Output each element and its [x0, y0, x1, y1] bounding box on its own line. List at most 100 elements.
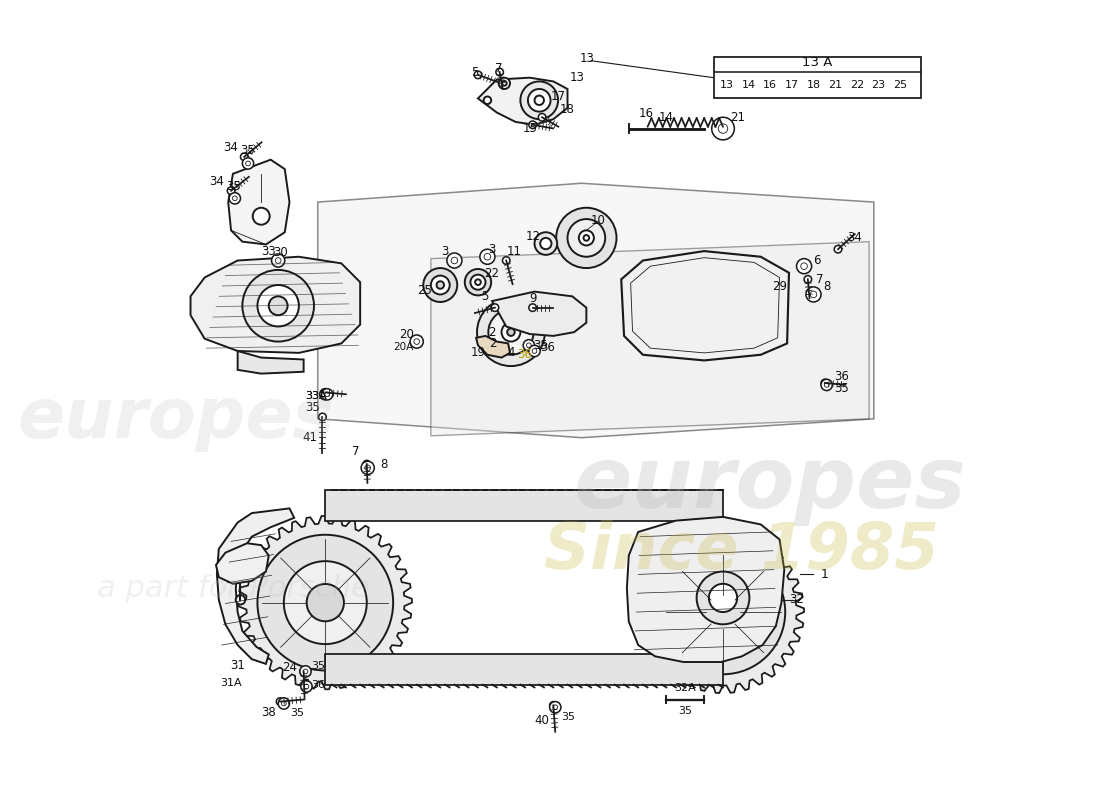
Text: 17: 17	[784, 80, 799, 90]
Circle shape	[475, 279, 481, 285]
Text: 6: 6	[814, 254, 821, 267]
Bar	[326, 654, 723, 685]
Circle shape	[431, 275, 450, 294]
Circle shape	[529, 121, 537, 129]
Text: 35: 35	[679, 706, 692, 716]
Circle shape	[540, 238, 551, 250]
Text: 13: 13	[570, 71, 584, 84]
Text: 23: 23	[871, 80, 886, 90]
Circle shape	[268, 296, 287, 315]
Circle shape	[284, 561, 366, 644]
Text: 33A: 33A	[305, 391, 327, 402]
Text: Since 1985: Since 1985	[544, 520, 939, 582]
Circle shape	[272, 254, 285, 267]
Text: 13: 13	[580, 52, 595, 66]
Circle shape	[282, 701, 286, 706]
Text: 5: 5	[472, 66, 478, 78]
Circle shape	[821, 379, 833, 390]
Text: 35: 35	[835, 382, 849, 395]
Text: 1: 1	[821, 568, 828, 581]
Text: 41: 41	[302, 431, 318, 444]
Text: 35: 35	[561, 712, 575, 722]
Circle shape	[245, 161, 251, 166]
Circle shape	[557, 208, 616, 268]
Circle shape	[806, 287, 821, 302]
Text: 13: 13	[719, 80, 734, 90]
Circle shape	[477, 298, 544, 366]
Circle shape	[492, 304, 498, 311]
Circle shape	[437, 282, 444, 289]
Circle shape	[257, 534, 393, 670]
Text: 19: 19	[471, 346, 485, 359]
Circle shape	[568, 219, 605, 257]
Text: 5: 5	[481, 290, 488, 303]
Text: 29: 29	[772, 281, 788, 294]
Circle shape	[471, 274, 485, 290]
Circle shape	[253, 208, 270, 225]
Polygon shape	[216, 543, 268, 584]
Text: 36: 36	[518, 348, 532, 362]
Circle shape	[414, 338, 419, 344]
Text: 7: 7	[816, 273, 824, 286]
Circle shape	[528, 89, 550, 112]
Circle shape	[712, 118, 735, 140]
Polygon shape	[190, 257, 360, 353]
Text: 31: 31	[230, 659, 245, 672]
Text: 3: 3	[441, 245, 449, 258]
Text: 20A: 20A	[394, 342, 414, 352]
Circle shape	[685, 574, 761, 650]
Text: 8: 8	[379, 458, 387, 470]
Circle shape	[324, 392, 330, 397]
Text: 35: 35	[241, 144, 255, 157]
Circle shape	[242, 158, 254, 169]
Circle shape	[579, 230, 594, 246]
Circle shape	[307, 584, 344, 622]
Circle shape	[498, 78, 510, 89]
Text: 4: 4	[507, 346, 515, 359]
Circle shape	[502, 81, 507, 86]
Polygon shape	[318, 183, 873, 438]
Text: 14: 14	[659, 110, 674, 124]
Circle shape	[304, 669, 308, 674]
Text: 22: 22	[849, 80, 864, 90]
Text: 34: 34	[847, 231, 862, 244]
Text: 25: 25	[893, 80, 907, 90]
Circle shape	[550, 702, 561, 713]
Circle shape	[365, 465, 371, 470]
Circle shape	[257, 285, 299, 326]
Polygon shape	[431, 242, 869, 436]
Text: 35: 35	[305, 401, 319, 414]
Text: 8: 8	[823, 281, 830, 294]
Text: 21: 21	[730, 110, 746, 124]
Circle shape	[796, 258, 812, 274]
Circle shape	[502, 322, 520, 342]
Polygon shape	[238, 351, 304, 374]
Text: 17: 17	[551, 90, 565, 103]
Circle shape	[520, 82, 558, 119]
Bar	[326, 490, 723, 521]
Circle shape	[535, 95, 543, 105]
Text: 20: 20	[399, 327, 414, 341]
Circle shape	[276, 698, 284, 706]
Polygon shape	[627, 517, 784, 662]
Circle shape	[524, 340, 535, 351]
Circle shape	[321, 389, 329, 396]
Text: 35: 35	[311, 661, 324, 670]
Circle shape	[300, 666, 311, 677]
Circle shape	[319, 413, 327, 421]
Circle shape	[447, 253, 462, 268]
Circle shape	[242, 270, 314, 342]
Text: 9: 9	[529, 292, 537, 305]
Text: 16: 16	[763, 80, 777, 90]
Circle shape	[232, 196, 238, 201]
Circle shape	[529, 304, 537, 311]
Text: 32A: 32A	[674, 683, 696, 694]
Text: 14: 14	[741, 80, 756, 90]
Text: 22: 22	[485, 267, 499, 280]
Circle shape	[480, 250, 495, 264]
Text: 35: 35	[532, 339, 548, 352]
Text: 25: 25	[417, 284, 431, 297]
Text: 7: 7	[352, 446, 360, 458]
Circle shape	[550, 702, 557, 709]
Circle shape	[503, 257, 510, 264]
